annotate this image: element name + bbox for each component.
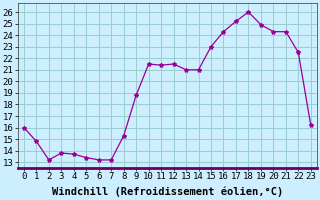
X-axis label: Windchill (Refroidissement éolien,°C): Windchill (Refroidissement éolien,°C) (52, 187, 283, 197)
